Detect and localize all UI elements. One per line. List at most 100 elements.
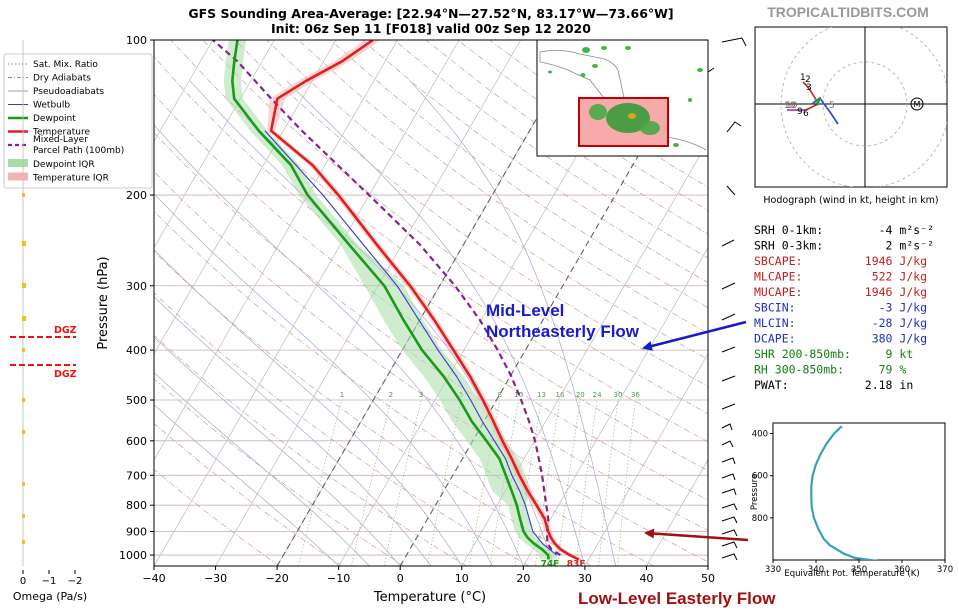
- legend-label: Mixed-Layer: [33, 135, 88, 145]
- stat-line: SRH 0-1km: -4 m²s⁻²: [754, 223, 934, 237]
- x-tick-label: −10: [327, 572, 350, 585]
- y-tick-label: 300: [126, 280, 147, 293]
- mid-level-label-line2: Northeasterly Flow: [486, 322, 640, 341]
- wind-barb: [722, 404, 735, 409]
- y-axis-label: Pressure (hPa): [96, 256, 111, 349]
- legend-swatch: [8, 173, 28, 181]
- stat-line: SBCIN: -3 J/kg: [754, 301, 927, 315]
- wind-barb: [722, 376, 735, 381]
- x-tick-label: −20: [266, 572, 289, 585]
- theta-e-y-tick: 800: [752, 514, 768, 524]
- stat-line: SHR 200-850mb: 9 kt: [754, 347, 913, 361]
- wind-barb: [722, 504, 737, 510]
- y-tick-label: 500: [126, 394, 147, 407]
- mid-level-label-line1: Mid-Level: [486, 301, 564, 320]
- x-tick-label: −40: [142, 572, 165, 585]
- legend-label: Dewpoint: [33, 114, 76, 124]
- x-tick-label: 10: [455, 572, 469, 585]
- legend-label: Sat. Mix. Ratio: [33, 60, 98, 70]
- omega-xlabel: Omega (Pa/s): [13, 590, 87, 603]
- theta-e-ylabel: Pressure: [750, 474, 760, 510]
- surface-dewpoint-label: 74F: [541, 560, 560, 570]
- wind-barb: [722, 554, 737, 560]
- y-tick-label: 100: [126, 34, 147, 47]
- omega-tick-2: −2: [68, 576, 83, 587]
- mixing-ratio-label: 24: [593, 391, 602, 399]
- hodograph-height-6: 6: [803, 109, 809, 119]
- legend-swatch: [8, 159, 28, 167]
- hodograph-caption: Hodograph (wind in kt, height in km): [763, 195, 938, 206]
- wind-barb: [727, 186, 735, 195]
- y-tick-label: 900: [126, 526, 147, 539]
- theta-e-xlabel: Equivalent Pot. Temperature (K): [784, 569, 919, 579]
- legend-label: Parcel Path (100mb): [33, 146, 124, 156]
- stat-line: SRH 0-3km: 2 m²s⁻²: [754, 239, 934, 253]
- mixing-ratio-label: 13: [537, 391, 546, 399]
- stat-line: MLCAPE: 522 J/kg: [754, 270, 927, 284]
- legend-label: Dewpoint IQR: [33, 160, 95, 170]
- wind-barb: [722, 474, 735, 480]
- x-axis-label: Temperature (°C): [373, 590, 486, 605]
- legend-label: Temperature IQR: [32, 174, 109, 184]
- hodograph-height-3: 3: [806, 83, 812, 93]
- wind-barb: [727, 122, 741, 132]
- low-level-label: Low-Level Easterly Flow: [578, 589, 776, 608]
- x-tick-label: 20: [516, 572, 530, 585]
- chart-subtitle: Init: 06z Sep 11 [F018] valid 00z Sep 12…: [271, 21, 591, 36]
- hodograph-ring-label-5: 5: [829, 101, 835, 111]
- storm-motion-label: M: [914, 100, 921, 109]
- theta-e-x-tick: 330: [765, 565, 781, 575]
- wind-barb: [722, 240, 734, 246]
- wind-barb: [722, 542, 737, 548]
- y-tick-label: 700: [126, 469, 147, 482]
- legend-label: Pseudoadiabats: [33, 87, 104, 97]
- legend-label: Dry Adiabats: [33, 74, 91, 84]
- mixing-ratio-label: 36: [631, 391, 640, 399]
- hodograph-height-10: 10: [784, 101, 796, 111]
- wind-barb: [722, 38, 746, 46]
- wind-barb: [722, 517, 737, 523]
- wind-barb: [722, 424, 732, 430]
- wind-barbs: [708, 38, 746, 560]
- wind-barb: [722, 441, 733, 447]
- x-tick-label: 50: [701, 572, 715, 585]
- stat-line: RH 300-850mb: 79 %: [754, 363, 906, 377]
- wind-barb: [722, 314, 735, 320]
- x-tick-label: 0: [397, 572, 404, 585]
- y-tick-label: 600: [126, 435, 147, 448]
- mixing-ratio-label: 3: [419, 391, 423, 399]
- stat-line: MUCAPE: 1946 J/kg: [754, 285, 927, 299]
- theta-e-frame: [773, 423, 945, 560]
- y-tick-label: 800: [126, 499, 147, 512]
- x-tick-label: 30: [578, 572, 592, 585]
- mixing-ratio-label: 2: [389, 391, 393, 399]
- y-tick-label: 200: [126, 189, 147, 202]
- hodograph: 5 10 1 2 3 9 6 10 M Hodograph (wind in k…: [755, 20, 949, 206]
- theta-e-y-tick: 400: [752, 430, 768, 440]
- stat-line: SBCAPE: 1946 J/kg: [754, 254, 927, 268]
- wind-barb: [722, 283, 735, 289]
- mixing-ratio-label: 20: [576, 391, 585, 399]
- mixing-ratio-label: 16: [556, 391, 565, 399]
- omega-tick-1: −1: [42, 576, 57, 587]
- wind-barb: [708, 68, 714, 72]
- wind-barb: [722, 489, 736, 495]
- y-tick-label: 1000: [119, 549, 147, 562]
- x-tick-label: 40: [639, 572, 653, 585]
- legend-label: Wetbulb: [33, 101, 70, 111]
- surface-temperature-label: 83F: [567, 560, 586, 570]
- mixing-ratio-label: 1: [340, 391, 344, 399]
- stat-line: MLCIN: -28 J/kg: [754, 316, 927, 330]
- dgz-top-label: DGZ: [54, 325, 77, 336]
- wind-barb: [722, 347, 735, 352]
- legend: Sat. Mix. Ratio Dry Adiabats Pseudoadiabat…: [4, 54, 152, 188]
- omega-tick-0: 0: [20, 576, 26, 587]
- stat-line: DCAPE: 380 J/kg: [754, 332, 927, 346]
- theta-e-x-tick: 370: [937, 565, 953, 575]
- brand-watermark: TROPICALTIDBITS.COM: [767, 4, 929, 20]
- dgz-bottom-label: DGZ: [54, 369, 77, 380]
